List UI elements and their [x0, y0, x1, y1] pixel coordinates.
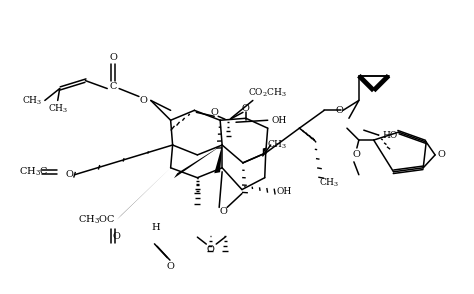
Polygon shape	[214, 145, 222, 173]
Text: O: O	[335, 106, 343, 115]
Text: O: O	[353, 151, 361, 159]
Text: O: O	[210, 108, 218, 117]
Text: CH$_3$C: CH$_3$C	[19, 166, 49, 178]
Text: O: O	[109, 53, 117, 62]
Text: CH$_3$: CH$_3$	[267, 139, 288, 151]
Text: O: O	[206, 245, 214, 253]
Text: O: O	[437, 151, 445, 159]
Text: OH: OH	[272, 116, 287, 125]
Text: OH: OH	[277, 187, 292, 196]
Text: O: O	[140, 96, 148, 105]
Text: O: O	[112, 232, 120, 241]
Text: O: O	[66, 170, 73, 179]
Text: HO: HO	[383, 131, 398, 140]
Text: C: C	[109, 82, 117, 91]
Text: O: O	[167, 262, 174, 271]
Text: CH$_3$: CH$_3$	[47, 102, 68, 115]
Text: CO$_2$CH$_3$: CO$_2$CH$_3$	[248, 86, 287, 99]
Polygon shape	[117, 168, 171, 220]
Text: CH$_3$OC: CH$_3$OC	[78, 213, 115, 225]
Polygon shape	[263, 148, 267, 156]
Text: O: O	[242, 104, 250, 113]
Polygon shape	[174, 145, 222, 178]
Text: H: H	[152, 223, 160, 232]
Text: O: O	[219, 207, 227, 216]
Text: CH$_3$: CH$_3$	[319, 176, 339, 189]
Text: CH$_3$: CH$_3$	[22, 94, 42, 107]
